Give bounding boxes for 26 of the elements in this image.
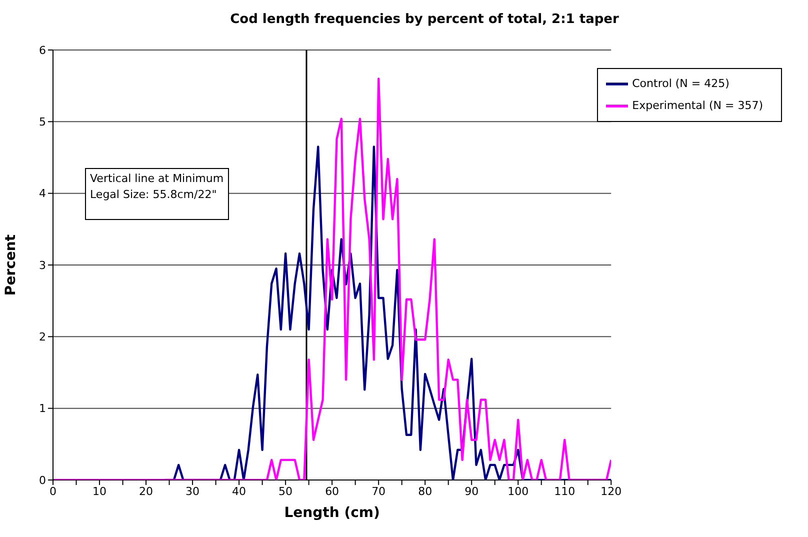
x-tick-label: 60: [325, 484, 340, 498]
x-tick-label: 30: [186, 484, 200, 498]
y-axis-title: Percent: [2, 234, 19, 296]
x-tick-label: 80: [418, 484, 432, 498]
x-axis-title: Length (cm): [284, 505, 380, 521]
chart-title: Cod length frequencies by percent of total, 2:1 taper: [229, 12, 620, 27]
x-tick-label: 0: [50, 484, 56, 498]
x-tick-label: 20: [139, 484, 154, 498]
x-tick-label: 50: [278, 484, 293, 498]
x-tick-label: 40: [232, 484, 246, 498]
annotation: Vertical line at Minimum Legal Size: 55.8cm/22": [85, 168, 229, 220]
x-tick-label: 10: [92, 484, 107, 498]
x-tick-label: 120: [600, 484, 622, 498]
legend-label: Control (N = 425): [632, 77, 730, 90]
x-tick-label: 110: [554, 484, 576, 498]
y-tick-label: 6: [39, 44, 46, 57]
legend-label: Experimental (N = 357): [632, 99, 763, 112]
y-tick-label: 2: [39, 330, 46, 344]
y-tick-label: 3: [39, 258, 46, 272]
x-tick-label: 100: [508, 484, 529, 498]
x-tick-label: 90: [464, 484, 479, 498]
y-tick-label: 0: [39, 474, 46, 487]
y-tick-label: 5: [39, 116, 46, 129]
x-tick-label: 70: [372, 484, 386, 498]
y-tick-label: 4: [39, 187, 46, 200]
y-tick-label: 1: [39, 402, 46, 416]
